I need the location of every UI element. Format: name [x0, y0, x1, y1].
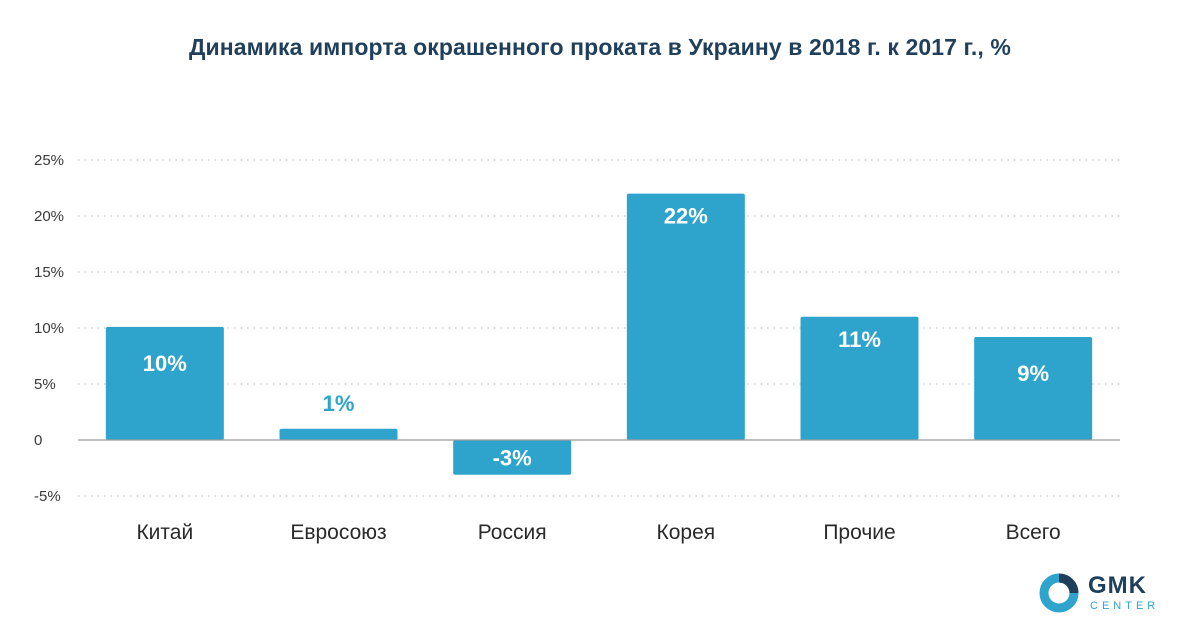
data-label: 22%	[664, 204, 708, 229]
y-tick-label: -5%	[34, 488, 61, 505]
data-label: 9%	[1017, 361, 1049, 386]
y-axis-ticks: -5% 0 5% 10% 15% 20% 25%	[34, 152, 64, 505]
category-label: Всего	[1006, 521, 1061, 544]
data-label: 10%	[143, 351, 187, 376]
category-label: Россия	[478, 521, 547, 544]
y-tick-label: 10%	[34, 320, 64, 337]
y-tick-label: 5%	[34, 376, 56, 393]
data-labels: 10% 1% -3% 22% 11% 9%	[143, 204, 1049, 471]
bar	[105, 326, 224, 440]
data-label: 1%	[323, 391, 355, 416]
data-label: 11%	[838, 327, 881, 352]
y-tick-label: 20%	[34, 208, 64, 225]
logo-ring-icon	[1039, 573, 1079, 613]
logo-subtitle: CENTER	[1090, 600, 1160, 612]
y-tick-label: 25%	[34, 152, 64, 169]
bar	[279, 428, 398, 440]
y-tick-label: 15%	[34, 264, 64, 281]
y-tick-label: 0	[34, 432, 42, 449]
bar	[974, 336, 1093, 440]
category-label: Китай	[136, 521, 193, 544]
data-label: -3%	[493, 445, 532, 470]
category-label: Прочие	[823, 521, 895, 544]
bar	[800, 316, 919, 440]
bar	[626, 193, 745, 440]
gmk-center-logo: GMK CENTER	[1038, 572, 1178, 616]
logo-name: GMK	[1088, 572, 1147, 599]
gridlines	[78, 159, 1120, 497]
bars	[105, 193, 1093, 475]
chart-title: Динамика импорта окрашенного проката в У…	[189, 34, 1011, 60]
bar	[453, 440, 572, 475]
category-label: Евросоюз	[290, 521, 386, 544]
category-labels: Китай Евросоюз Россия Корея Прочие Всего	[136, 521, 1060, 544]
category-label: Корея	[657, 521, 716, 544]
